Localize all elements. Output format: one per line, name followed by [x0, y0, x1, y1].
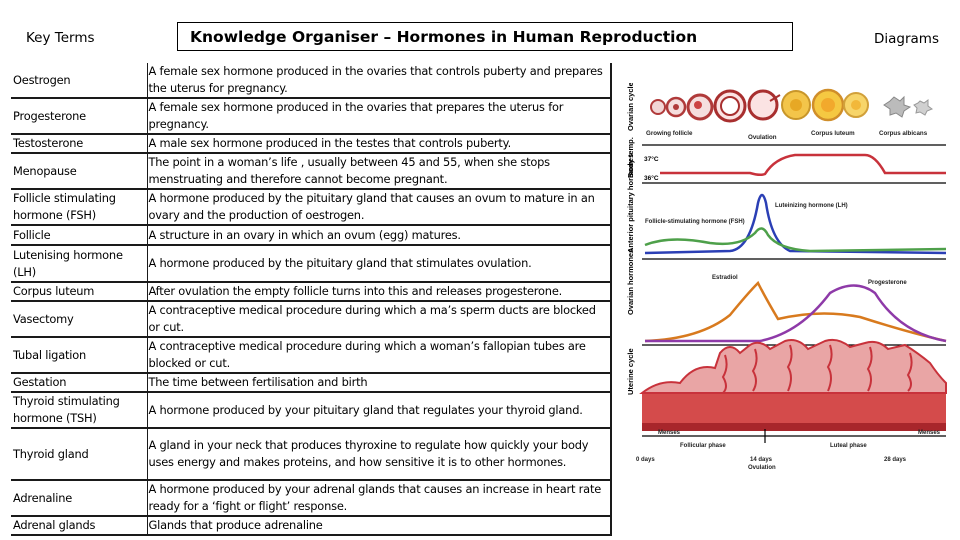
estradiol-label: Estradiol [712, 275, 738, 281]
follicular-phase-label: Follicular phase [680, 443, 726, 449]
ovarian-hormones-label: Ovarian hormones [626, 249, 635, 315]
definition-cell: A hormone produced by the pituitary glan… [146, 189, 612, 225]
definition-cell: A female sex hormone produced in the ova… [146, 98, 612, 134]
term-cell: Adrenaline [13, 490, 73, 505]
definition-cell: A contraceptive medical procedure during… [146, 301, 612, 337]
definition-cell: The time between fertilisation and birth [146, 373, 612, 392]
definition-cell: Glands that produce adrenaline [146, 516, 612, 535]
day-0-label: 0 days [636, 457, 655, 463]
definition-cell: A hormone produced by your adrenal gland… [146, 480, 612, 516]
body-temp-label: Body temp. [626, 137, 635, 178]
definition-cell: A male sex hormone produced in the teste… [146, 134, 612, 153]
table-row: Tubal ligation A contraceptive medical p… [11, 337, 612, 373]
table-row: Oestrogen A female sex hormone produced … [11, 63, 612, 98]
table-row: Menopause The point in a woman’s life , … [11, 153, 612, 189]
uterine-lining [639, 338, 947, 394]
definition-cell: A hormone produced by your pituitary gla… [146, 392, 612, 428]
definition-cell: A gland in your neck that produces thyro… [146, 428, 612, 480]
table-row: Thyroid gland A gland in your neck that … [11, 428, 612, 480]
temp-label-37: 37°C [644, 155, 659, 163]
day-14-label: 14 days [750, 457, 773, 463]
stage-label: Ovulation [748, 134, 777, 141]
definition-cell: The point in a woman’s life , usually be… [146, 153, 612, 189]
definition-cell: A female sex hormone produced in the ova… [146, 63, 612, 98]
menses-label: Menses [918, 430, 941, 436]
progesterone-curve [645, 284, 947, 343]
temp-label-36: 36°C [644, 174, 659, 182]
estradiol-curve [644, 280, 947, 343]
lh-label: Luteinizing hormone (LH) [775, 203, 848, 209]
ovarian-cycle-label: Ovarian cycle [626, 83, 635, 131]
lh-curve [644, 193, 947, 255]
follicle-stages [650, 88, 934, 123]
table-row: Vasectomy A contraceptive medical proced… [11, 301, 612, 337]
term-cell: Adrenal glands [13, 518, 96, 532]
table-row: Adrenaline A hormone produced by your ad… [11, 480, 612, 516]
table-row: Progesterone A female sex hormone produc… [11, 98, 612, 134]
stage-label: Corpus luteum [811, 130, 855, 137]
fsh-label: Follicle-stimulating hormone (FSH) [645, 219, 745, 225]
term-cell: Follicle stimulating hormone (FSH) [13, 191, 116, 222]
term-cell: Corpus luteum [13, 284, 95, 298]
uterine-cycle-label: Uterine cycle [626, 348, 635, 395]
table-row: Gestation The time between fertilisation… [11, 373, 612, 392]
definition-cell: A structure in an ovary in which an ovum… [146, 225, 612, 245]
luteal-phase-label: Luteal phase [830, 443, 867, 449]
ovulation-label: Ovulation [748, 465, 776, 471]
definition-cell: A hormone produced by the pituitary glan… [146, 245, 612, 282]
definition-cell: A contraceptive medical procedure during… [146, 337, 612, 373]
term-cell: Thyroid gland [13, 446, 89, 461]
table-row: Corpus luteum After ovulation the empty … [11, 282, 612, 301]
term-cell: Tubal ligation [13, 347, 87, 362]
stage-label: Growing follicle [646, 130, 693, 137]
term-cell: Vasectomy [13, 311, 74, 326]
definition-cell: After ovulation the empty follicle turns… [146, 282, 612, 301]
term-cell: Lutenising hormone (LH) [13, 247, 123, 279]
term-cell: Progesterone [13, 108, 86, 123]
pituitary-hormones-label: Anterior pituitary hormones [626, 154, 635, 253]
term-cell: Testosterone [13, 136, 84, 150]
table-row: Follicle A structure in an ovary in whic… [11, 225, 612, 245]
diagrams-heading: Diagrams [874, 31, 939, 47]
uterine-lining-base [642, 393, 946, 423]
menstrual-cycle-diagram: Ovarian cycle Body temp. Anterior pituit… [626, 83, 947, 471]
stage-label: Corpus albicans [879, 130, 928, 137]
fsh-curve [644, 227, 947, 253]
term-cell: Thyroid stimulating hormone (TSH) [13, 394, 120, 425]
term-cell: Follicle [13, 227, 51, 242]
page-title: Knowledge Organiser – Hormones in Human … [177, 22, 793, 51]
day-28-label: 28 days [884, 457, 907, 463]
table-row: Adrenal glands Glands that produce adren… [11, 516, 612, 535]
body-temp-line [660, 153, 946, 177]
table-row: Follicle stimulating hormone (FSH) A hor… [11, 189, 612, 225]
menses-label: Menses [658, 430, 681, 436]
term-cell: Gestation [13, 375, 67, 389]
table-row: Lutenising hormone (LH) A hormone produc… [11, 245, 612, 282]
key-terms-table: Oestrogen A female sex hormone produced … [11, 63, 612, 536]
key-terms-heading: Key Terms [26, 30, 95, 46]
term-cell: Oestrogen [13, 72, 71, 87]
term-cell: Menopause [13, 163, 77, 178]
table-row: Testosterone A male sex hormone produced… [11, 134, 612, 153]
table-row: Thyroid stimulating hormone (TSH) A horm… [11, 392, 612, 428]
progesterone-label: Progesterone [868, 280, 907, 286]
